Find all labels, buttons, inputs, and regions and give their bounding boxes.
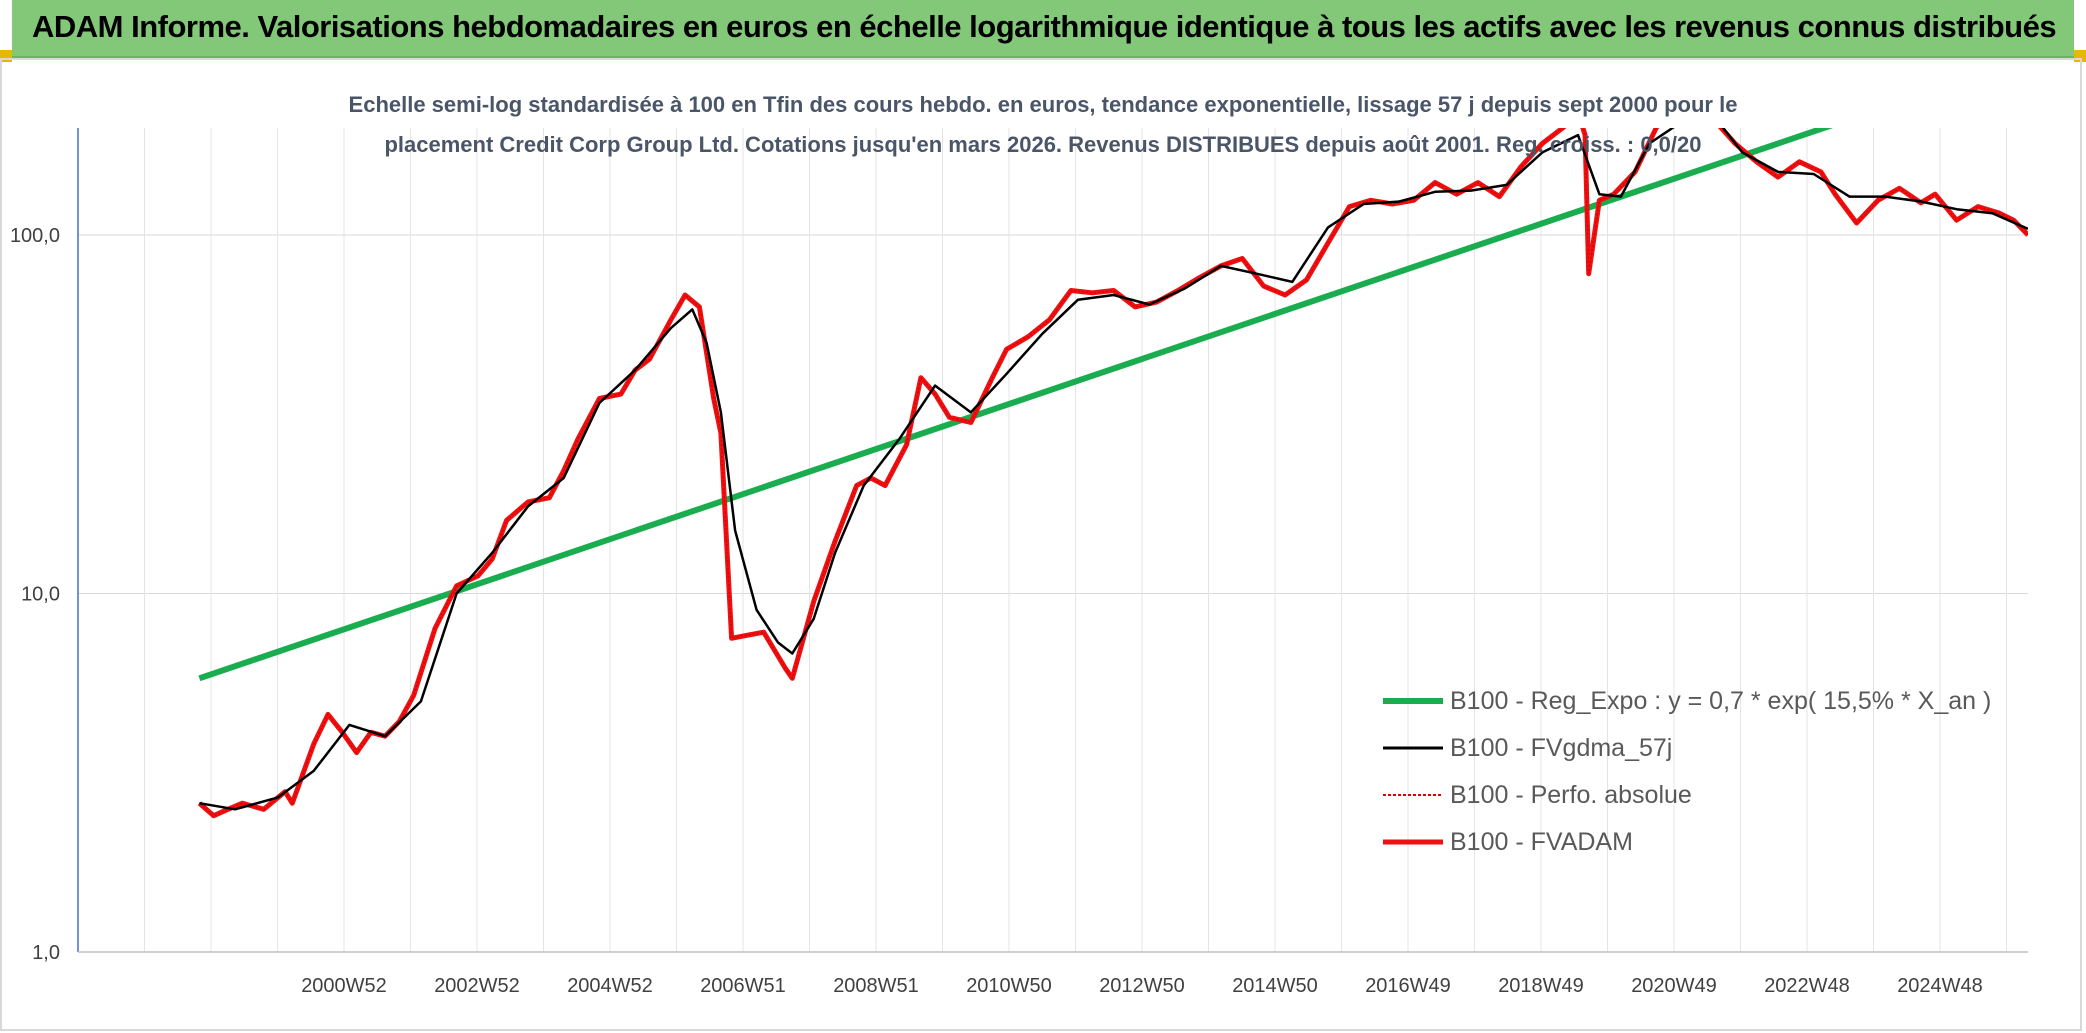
x-tick-label: 2002W52: [434, 975, 520, 997]
header-bar: ADAM Informe. Valorisations hebdomadaire…: [12, 0, 2074, 58]
y-tick-label: 1,0: [32, 942, 60, 964]
series-group: [197, 128, 2028, 819]
chart-legend: B100 - Reg_Expo : y = 0,7 * exp( 15,5% *…: [1383, 687, 1991, 856]
x-tick-labels: 2000W52 2002W52 2004W52 2006W51 2008W51 2010W…: [301, 975, 1983, 997]
chart-frame: [0, 58, 2082, 1031]
x-tick-label: 2012W50: [1099, 975, 1185, 997]
x-tick-label: 2020W49: [1631, 975, 1717, 997]
y-tick-label: 10,0: [21, 584, 60, 606]
series-regression-line: [198, 128, 1834, 682]
legend-label-fvadam: B100 - FVADAM: [1450, 828, 1633, 856]
x-tick-label: 2014W50: [1232, 975, 1318, 997]
x-tick-label: 2024W48: [1897, 975, 1983, 997]
legend-label-perf: B100 - Perfo. absolue: [1450, 781, 1692, 809]
x-tick-label: 2022W48: [1764, 975, 1850, 997]
chart-title-line-1: Echelle semi-log standardisée à 100 en T…: [349, 92, 1738, 117]
legend-label-regression: B100 - Reg_Expo : y = 0,7 * exp( 15,5% *…: [1450, 687, 1991, 715]
series-perfo-absolue-line: [198, 128, 2028, 817]
series-fvgdma-line: [199, 128, 2028, 811]
chart-title-line-2: placement Credit Corp Group Ltd. Cotatio…: [384, 132, 1701, 157]
x-tick-label: 2016W49: [1365, 975, 1451, 997]
x-tick-label: 2000W52: [301, 975, 387, 997]
x-tick-label: 2018W49: [1498, 975, 1584, 997]
grid-lines: [77, 128, 2028, 952]
legend-label-smoothed: B100 - FVgdma_57j: [1450, 734, 1672, 762]
y-tick-label: 100,0: [10, 225, 60, 247]
x-tick-label: 2006W51: [700, 975, 786, 997]
x-tick-label: 2008W51: [833, 975, 919, 997]
x-tick-label: 2004W52: [567, 975, 653, 997]
page-title: ADAM Informe. Valorisations hebdomadaire…: [32, 9, 2057, 44]
y-tick-labels: 100,0 10,0 1,0: [10, 225, 60, 964]
x-tick-label: 2010W50: [966, 975, 1052, 997]
